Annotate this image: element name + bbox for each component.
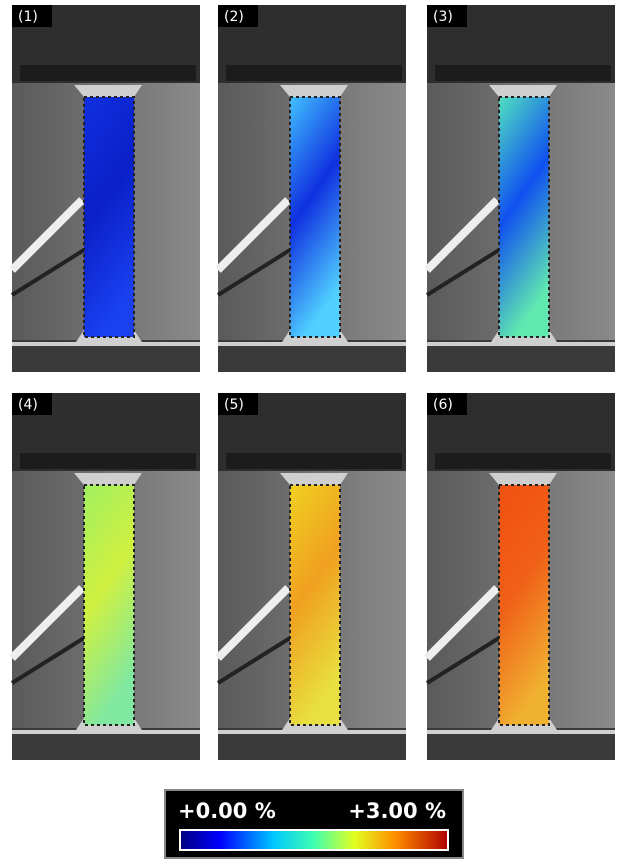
grip-bar: [435, 453, 611, 469]
strain-map: [499, 485, 549, 725]
strain-map: [84, 485, 134, 725]
colorbar-gradient: [180, 830, 448, 850]
strain-map: [290, 485, 340, 725]
grip-bar: [226, 453, 402, 469]
grip-bar: [20, 453, 196, 469]
panel: (4): [12, 393, 200, 760]
grip-bar: [20, 65, 196, 81]
strain-map: [84, 97, 134, 337]
panel-label: (3): [433, 9, 453, 25]
panel: (5): [218, 393, 406, 760]
panel-label: (4): [18, 397, 38, 413]
page: +0.00 % +3.00 % (1)(2)(3)(4)(5)(6) (() =…: [0, 0, 618, 861]
colorbar-min-label: +0.00 %: [178, 799, 276, 823]
panel: (1): [12, 5, 200, 372]
panel: (6): [427, 393, 615, 760]
panel-label: (2): [224, 9, 244, 25]
colorbar: +0.00 % +3.00 %: [165, 790, 463, 858]
panel: (3): [427, 5, 615, 372]
strain-map: [290, 97, 340, 337]
panel: (2): [218, 5, 406, 372]
strain-map: [499, 97, 549, 337]
grip-bar: [435, 65, 611, 81]
figure: +0.00 % +3.00 % (1) (2) (3) (4) (5) (6): [0, 0, 618, 861]
panel-label: (6): [433, 397, 453, 413]
colorbar-max-label: +3.00 %: [348, 799, 446, 823]
panel-label: (5): [224, 397, 244, 413]
panel-label: (1): [18, 9, 38, 25]
grip-bar: [226, 65, 402, 81]
